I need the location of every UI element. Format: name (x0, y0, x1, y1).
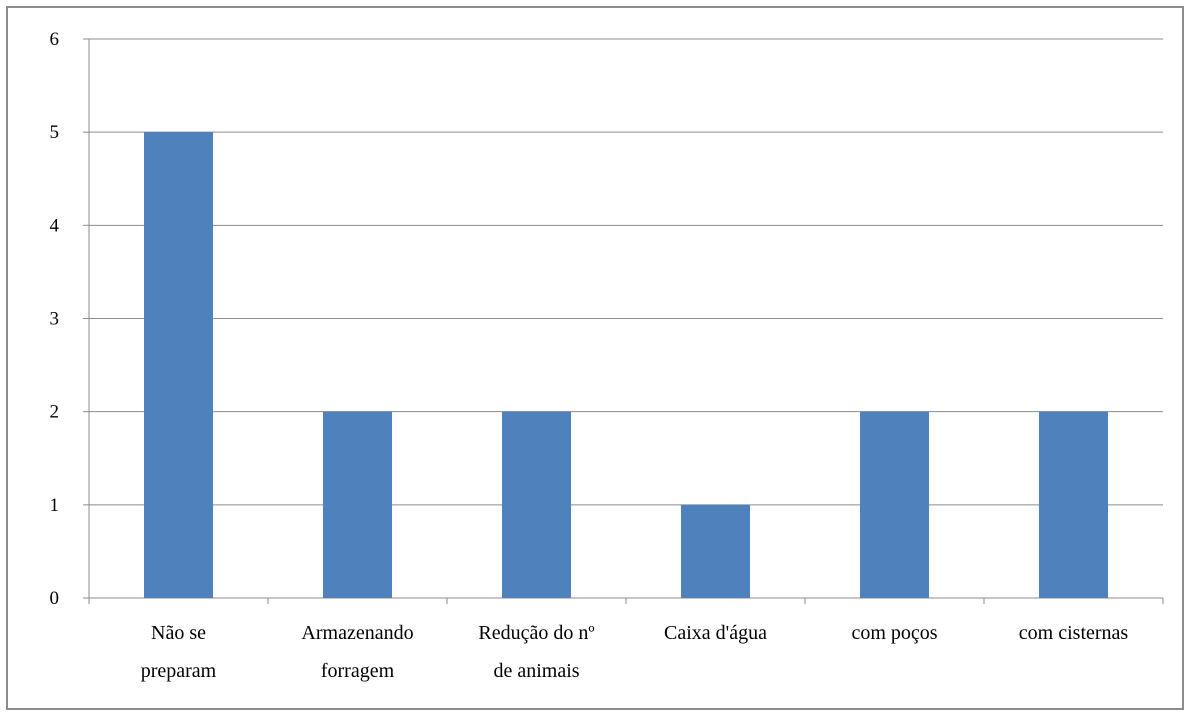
y-tick-label: 0 (50, 588, 60, 609)
bar (323, 411, 392, 598)
bar (1039, 411, 1108, 598)
x-category-label: com poços (851, 622, 937, 644)
bar (502, 411, 571, 598)
x-category-label: Caixa d'água (664, 622, 767, 644)
bar (681, 504, 750, 598)
bar (860, 411, 929, 598)
y-tick-label: 6 (50, 29, 60, 50)
y-tick-label: 4 (50, 215, 60, 236)
y-tick-label: 1 (50, 495, 60, 516)
x-axis-ticks: Não se preparam Armazenando forragem Redução… (88, 598, 1164, 682)
y-tick-label: 5 (50, 122, 60, 143)
gridlines (89, 38, 1163, 506)
x-category-label: Não se preparam (141, 622, 217, 682)
y-axis-ticks: 0 1 2 3 4 5 6 (50, 29, 89, 609)
bars (144, 132, 1108, 598)
y-tick-label: 3 (50, 309, 60, 330)
x-category-label: Armazenando forragem (301, 622, 413, 682)
y-tick-label: 2 (50, 402, 60, 423)
bar (144, 132, 213, 598)
x-category-label: Redução do nº de animais (478, 622, 594, 682)
x-category-label: com cisternas (1019, 622, 1129, 644)
